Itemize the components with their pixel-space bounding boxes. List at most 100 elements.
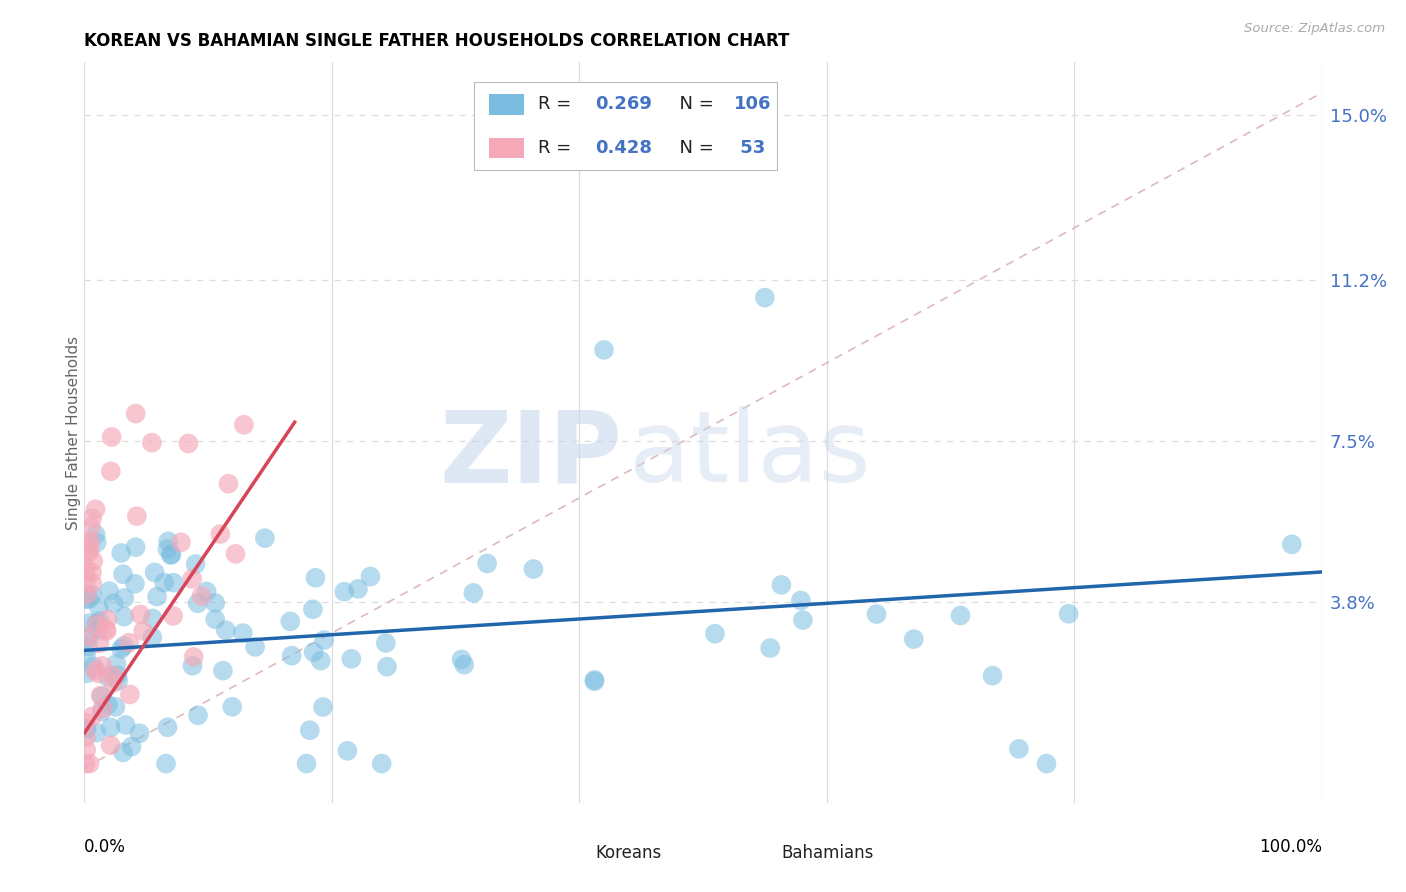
Point [77, 543, 100, 558]
Point [280, 648, 302, 663]
Point [75, 730, 97, 744]
Point [91, 659, 114, 673]
Point [160, 547, 183, 561]
Point [105, 657, 128, 671]
Point [110, 641, 132, 656]
Point [111, 746, 134, 760]
Text: 0.0%: 0.0% [84, 838, 127, 856]
Point [374, 636, 396, 650]
Point [204, 612, 226, 626]
Point [97, 698, 120, 712]
Point [181, 572, 204, 586]
Point [118, 688, 141, 702]
Point [75, 648, 97, 663]
Point [141, 630, 163, 644]
Point [215, 624, 238, 638]
Point [112, 609, 135, 624]
Point [370, 756, 392, 771]
Point [79, 544, 101, 558]
Point [86, 617, 108, 632]
Point [118, 635, 141, 649]
Point [195, 584, 218, 599]
Point [96, 613, 118, 627]
Point [450, 652, 472, 666]
Point [225, 547, 247, 561]
Point [298, 723, 321, 738]
Point [75, 574, 97, 589]
Point [129, 607, 152, 622]
Point [1008, 742, 1031, 756]
Point [159, 548, 181, 562]
Point [125, 407, 148, 421]
Point [107, 668, 129, 682]
Text: 100.0%: 100.0% [1258, 838, 1322, 856]
Point [84, 616, 107, 631]
Point [142, 611, 165, 625]
Point [87, 600, 110, 615]
Point [84, 725, 107, 739]
Point [82, 709, 104, 723]
Point [84, 664, 107, 678]
Point [1057, 607, 1080, 621]
Point [91, 701, 114, 715]
Point [100, 464, 122, 478]
Point [177, 436, 200, 450]
Point [790, 593, 813, 607]
Point [340, 652, 363, 666]
Point [98, 584, 121, 599]
Point [100, 430, 122, 444]
Point [212, 664, 235, 678]
Point [128, 726, 150, 740]
Point [75, 756, 97, 771]
Point [89, 614, 111, 628]
Point [82, 511, 104, 525]
Point [86, 623, 108, 637]
Point [903, 632, 925, 647]
Point [110, 546, 132, 560]
Point [75, 722, 97, 736]
Point [90, 689, 112, 703]
Point [233, 417, 256, 432]
Point [243, 640, 266, 654]
Point [302, 602, 325, 616]
Point [112, 639, 135, 653]
Point [77, 630, 100, 644]
Point [156, 720, 179, 734]
Point [141, 435, 163, 450]
Text: Koreans: Koreans [595, 844, 662, 863]
Point [754, 291, 776, 305]
Point [75, 560, 97, 574]
Bar [489, 137, 523, 158]
Point [949, 608, 972, 623]
Point [107, 673, 129, 688]
Point [80, 588, 103, 602]
Point [157, 534, 180, 549]
Point [76, 588, 98, 602]
Point [162, 608, 184, 623]
Point [475, 557, 498, 571]
Point [792, 613, 814, 627]
Point [75, 630, 97, 644]
Point [79, 615, 101, 630]
Point [75, 592, 97, 607]
Text: N =: N = [668, 95, 720, 113]
Point [759, 640, 782, 655]
Text: 53: 53 [734, 139, 765, 157]
Point [79, 534, 101, 549]
FancyBboxPatch shape [474, 82, 778, 169]
Point [583, 673, 606, 687]
Point [453, 657, 475, 672]
Point [75, 743, 97, 757]
Point [312, 700, 335, 714]
Point [522, 562, 544, 576]
Point [375, 659, 398, 673]
Point [336, 744, 359, 758]
Point [184, 557, 207, 571]
Text: ZIP: ZIP [440, 407, 623, 503]
Point [583, 674, 606, 689]
Point [103, 668, 125, 682]
Point [304, 571, 326, 585]
Point [124, 540, 146, 554]
Point [221, 699, 243, 714]
Point [347, 582, 370, 596]
